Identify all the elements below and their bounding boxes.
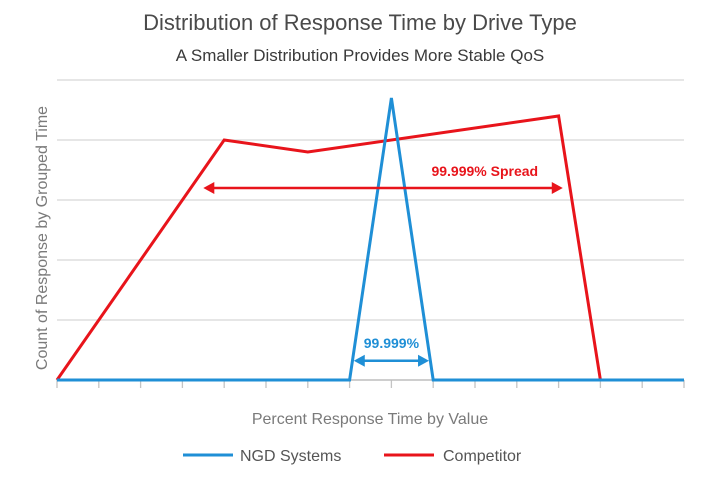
- gridlines: [57, 79, 684, 321]
- y-axis-label: Count of Response by Grouped Time: [34, 106, 51, 370]
- arrowhead-right: [418, 354, 430, 367]
- legend-label: Competitor: [443, 448, 522, 465]
- arrowhead-left: [353, 354, 365, 367]
- annotation-0: 99.999% Spread: [203, 163, 563, 194]
- series-lines: [55, 97, 684, 382]
- legend: NGD Systems Competitor: [183, 448, 522, 465]
- annotations: 99.999% Spread 99.999%: [203, 163, 563, 367]
- annotation-label: 99.999%: [364, 335, 420, 351]
- x-axis-label: Percent Response Time by Value: [252, 411, 488, 428]
- chart-title: Distribution of Response Time by Drive T…: [143, 10, 577, 35]
- arrowhead-right: [551, 182, 563, 194]
- annotation-1: 99.999%: [353, 335, 430, 367]
- annotation-label: 99.999% Spread: [431, 163, 538, 179]
- series-line-ngd-systems: [57, 97, 684, 382]
- legend-item: Competitor: [384, 448, 522, 465]
- legend-label: NGD Systems: [240, 448, 341, 465]
- legend-item: NGD Systems: [183, 448, 341, 465]
- arrowhead-left: [203, 182, 215, 194]
- chart-subtitle: A Smaller Distribution Provides More Sta…: [176, 46, 545, 65]
